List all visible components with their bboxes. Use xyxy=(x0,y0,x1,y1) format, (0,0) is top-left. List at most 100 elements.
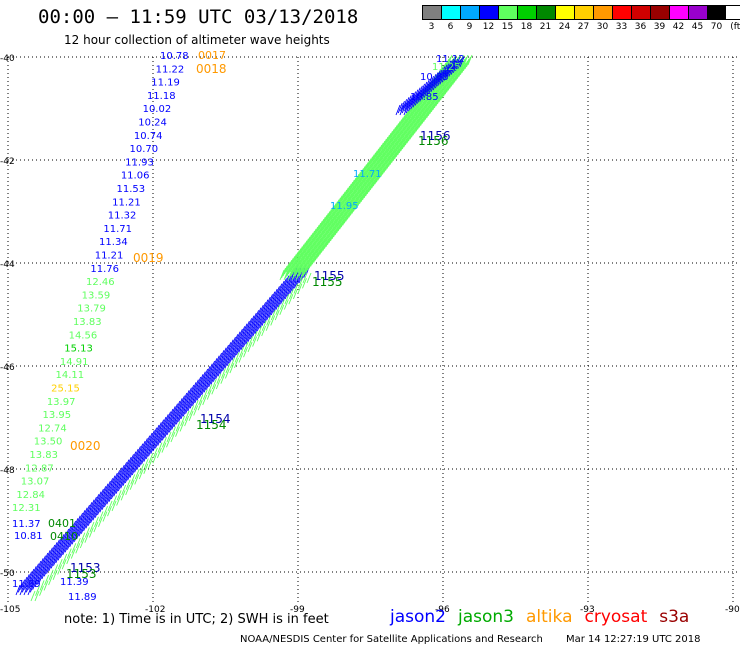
track-mark xyxy=(371,177,377,189)
track-mark xyxy=(459,56,465,68)
track-mark xyxy=(314,250,320,261)
track-mark xyxy=(376,150,382,161)
track-mark xyxy=(275,286,280,297)
track-mark xyxy=(330,209,336,220)
swh-value-label: 13.79 xyxy=(77,304,106,315)
track-mark xyxy=(403,136,409,148)
track-mark xyxy=(277,283,283,294)
track-mark xyxy=(157,442,163,453)
track-mark xyxy=(333,220,339,232)
track-mark xyxy=(366,174,372,185)
track-mark xyxy=(284,263,289,275)
track-mark xyxy=(309,252,315,263)
track-mark xyxy=(292,258,298,269)
track-mark xyxy=(353,195,359,206)
track-mark xyxy=(261,320,267,331)
track-mark xyxy=(423,105,429,116)
track-mark xyxy=(432,99,438,111)
track-mark xyxy=(354,199,360,210)
track-mark xyxy=(410,117,416,128)
track-mark xyxy=(348,197,353,208)
track-mark xyxy=(57,559,63,570)
track-mark xyxy=(148,453,154,464)
track-mark xyxy=(138,468,144,480)
track-mark xyxy=(388,156,393,167)
track-mark xyxy=(320,222,326,234)
track-mark xyxy=(441,78,447,89)
track-mark xyxy=(412,125,418,136)
track-mark xyxy=(252,336,258,347)
track-mark xyxy=(304,248,310,259)
track-mark xyxy=(431,95,437,107)
track-mark xyxy=(413,103,419,115)
track-mark xyxy=(355,193,360,204)
track-mark xyxy=(397,102,403,114)
track-mark xyxy=(296,263,301,275)
track-mark xyxy=(351,177,357,189)
track-mark xyxy=(404,109,410,120)
track-mark xyxy=(437,88,443,99)
track-mark xyxy=(312,232,318,244)
track-mark xyxy=(415,105,421,116)
track-mark xyxy=(345,201,350,212)
track-mark xyxy=(364,181,370,193)
track-mark xyxy=(75,537,81,549)
track-mark xyxy=(57,536,63,548)
track-mark xyxy=(414,107,420,118)
track-mark xyxy=(345,195,351,206)
track-mark xyxy=(239,347,244,358)
track-mark xyxy=(415,95,421,107)
track-mark xyxy=(359,168,364,179)
track-mark xyxy=(289,262,295,273)
track-mark xyxy=(310,256,316,267)
track-mark xyxy=(363,172,369,183)
track-mark xyxy=(354,174,360,185)
track-mark xyxy=(394,142,400,154)
track-mark xyxy=(224,368,230,379)
track-mark xyxy=(299,260,305,271)
track-mark xyxy=(214,355,220,366)
track-mark xyxy=(82,507,88,518)
track-mark xyxy=(328,207,334,218)
track-mark xyxy=(361,185,367,197)
track-mark xyxy=(348,191,354,202)
track-value-label: 11.71 xyxy=(353,169,382,180)
track-mark xyxy=(342,189,348,201)
track-mark xyxy=(417,113,423,124)
track-mark xyxy=(352,197,357,208)
track-mark xyxy=(317,236,323,247)
swh-value-label: 14.91 xyxy=(60,357,89,368)
track-mark xyxy=(332,207,338,218)
track-mark xyxy=(434,82,440,93)
track-mark xyxy=(327,234,332,245)
track-mark xyxy=(336,207,342,218)
track-value-label: 10.85 xyxy=(410,92,439,103)
track-mark xyxy=(336,217,342,228)
track-mark xyxy=(366,158,372,169)
track-mark xyxy=(448,74,454,85)
track-mark xyxy=(449,58,455,70)
track-mark xyxy=(403,127,408,138)
track-mark xyxy=(358,174,364,185)
track-mark xyxy=(335,219,341,230)
track-mark xyxy=(404,131,409,142)
track-mark xyxy=(382,142,388,154)
track-mark xyxy=(303,254,309,265)
track-mark xyxy=(139,463,145,474)
track-mark xyxy=(419,95,425,107)
track-mark xyxy=(325,236,331,247)
track-mark xyxy=(48,574,54,586)
track-mark xyxy=(386,142,392,154)
track-mark xyxy=(395,121,401,132)
swh-value-label: 10.02 xyxy=(143,104,172,115)
track-mark xyxy=(373,170,379,181)
track-mark xyxy=(196,376,202,388)
track-mark xyxy=(310,240,316,251)
track-mark xyxy=(329,220,335,232)
track-mark xyxy=(126,456,132,468)
track-mark xyxy=(321,220,327,232)
swh-value-label: 11.19 xyxy=(151,78,180,89)
track-mark xyxy=(320,242,326,253)
track-mark xyxy=(84,532,90,543)
legend-swatch xyxy=(632,6,651,19)
